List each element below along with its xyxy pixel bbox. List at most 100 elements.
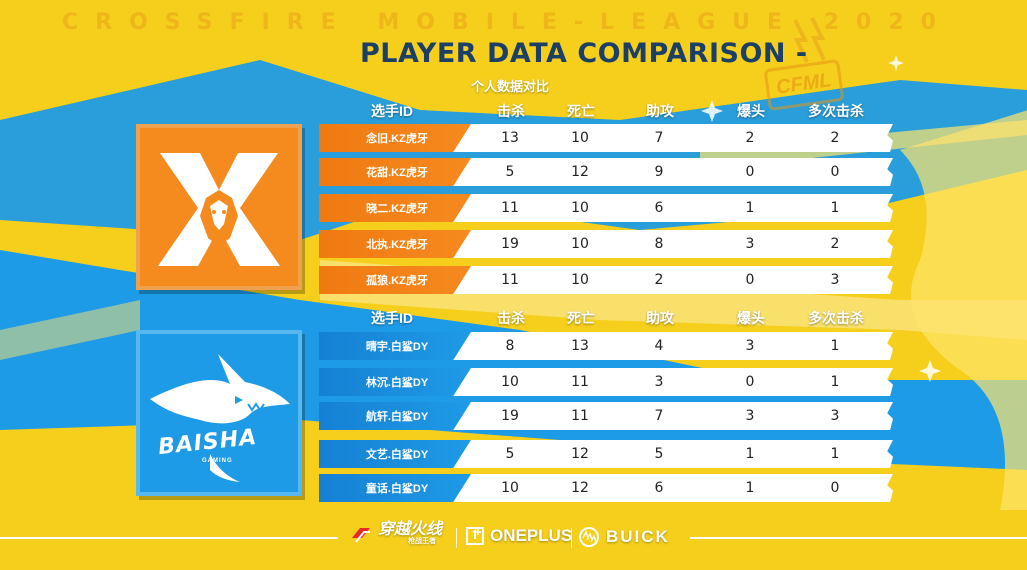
player-row: 航轩.白鲨DY 19 11 7 3 3: [319, 402, 893, 430]
player-row: 花甜.KZ虎牙 5 12 9 0 0: [319, 158, 893, 186]
baisha-logo-subtext: GAMING: [202, 458, 233, 464]
player-row: 晓二.KZ虎牙 11 10 6 1 1: [319, 194, 893, 222]
assists-cell: 8: [654, 236, 664, 252]
player-row: 童话.白鲨DY 10 12 6 1 0: [319, 474, 893, 502]
kills-cell: 10: [501, 480, 519, 496]
assists-cell: 5: [654, 446, 664, 462]
assists-cell: 9: [654, 164, 664, 180]
player-row: 北执.KZ虎牙 19 10 8 3 2: [319, 230, 893, 258]
headshots-cell: 1: [745, 480, 755, 496]
assists-cell: 7: [654, 408, 664, 424]
sponsor-divider-left: [0, 537, 338, 539]
baisha-column-headers: 选手ID 击杀 死亡 助攻 爆头 多次击杀: [320, 308, 900, 328]
multikills-cell: 3: [830, 272, 840, 288]
buick-sponsor-logo: BUICK: [578, 526, 670, 548]
sponsor-separator: [456, 528, 457, 548]
headshots-cell: 1: [745, 446, 755, 462]
column-header-kills: 击杀: [497, 103, 525, 119]
crossfire-sponsor-logo: 穿越火线 枪战王者: [350, 522, 442, 545]
baisha-team-logo: BAISHA GAMING: [136, 330, 302, 496]
column-header-headshots: 爆头: [737, 103, 765, 119]
assists-cell: 4: [654, 338, 664, 354]
deaths-cell: 12: [571, 480, 589, 496]
kills-cell: 5: [505, 446, 515, 462]
player-id: 孤狼.KZ虎牙: [323, 266, 471, 294]
column-header-kills: 击杀: [497, 310, 525, 326]
kills-cell: 19: [501, 408, 519, 424]
multikills-cell: 2: [830, 130, 840, 146]
player-id: 童话.白鲨DY: [323, 474, 471, 502]
assists-cell: 2: [654, 272, 664, 288]
headshots-cell: 3: [745, 408, 755, 424]
kills-cell: 11: [501, 200, 519, 216]
multikills-cell: 1: [830, 200, 840, 216]
column-header-assists: 助攻: [646, 310, 674, 326]
kz-column-headers: 选手ID 击杀 死亡 助攻 爆头 多次击杀: [320, 101, 900, 121]
player-row: 孤狼.KZ虎牙 11 10 2 0 3: [319, 266, 893, 294]
kills-cell: 11: [501, 272, 519, 288]
player-row: 晴宇.白鲨DY 8 13 4 3 1: [319, 332, 893, 360]
player-row: 文艺.白鲨DY 5 12 5 1 1: [319, 440, 893, 468]
headshots-cell: 0: [745, 164, 755, 180]
player-id: 晓二.KZ虎牙: [323, 194, 471, 222]
player-row: 念旧.KZ虎牙 13 10 7 2 2: [319, 124, 893, 152]
headshots-cell: 2: [745, 130, 755, 146]
crossfire-logo-subtext: 枪战王者: [408, 538, 436, 545]
multikills-cell: 1: [830, 374, 840, 390]
column-header-multikills: 多次击杀: [808, 310, 864, 326]
sponsor-bar: 穿越火线 枪战王者 ONEPLUS BUICK: [0, 522, 1027, 552]
deaths-cell: 10: [571, 236, 589, 252]
oneplus-logo-icon: [466, 527, 484, 545]
deaths-cell: 10: [571, 130, 589, 146]
deaths-cell: 10: [571, 200, 589, 216]
crossfire-logo-icon: [350, 524, 372, 544]
column-header-player-id: 选手ID: [371, 310, 413, 326]
column-header-multikills: 多次击杀: [808, 103, 864, 119]
kills-cell: 5: [505, 164, 515, 180]
crossfire-logo-text: 穿越火线: [378, 521, 443, 538]
league-watermark: CROSSFIRE MOBILE-LEAGUE 2020: [62, 10, 953, 35]
assists-cell: 6: [654, 200, 664, 216]
shark-logo-icon: [150, 354, 290, 482]
kills-cell: 10: [501, 374, 519, 390]
column-header-headshots: 爆头: [737, 310, 765, 326]
headshots-cell: 1: [745, 200, 755, 216]
kills-cell: 8: [505, 338, 515, 354]
headshots-cell: 3: [745, 236, 755, 252]
column-header-deaths: 死亡: [567, 103, 595, 119]
headshots-cell: 3: [745, 338, 755, 354]
deaths-cell: 11: [571, 408, 589, 424]
player-id: 林沉.白鲨DY: [323, 368, 471, 396]
assists-cell: 7: [654, 130, 664, 146]
deaths-cell: 10: [571, 272, 589, 288]
headshots-cell: 0: [745, 374, 755, 390]
oneplus-logo-text: ONEPLUS: [490, 526, 573, 545]
kz-x-dragon-icon: [158, 153, 280, 266]
multikills-cell: 2: [830, 236, 840, 252]
column-header-assists: 助攻: [646, 103, 674, 119]
player-id: 北执.KZ虎牙: [323, 230, 471, 258]
player-id: 花甜.KZ虎牙: [323, 158, 471, 186]
multikills-cell: 1: [830, 446, 840, 462]
column-header-deaths: 死亡: [567, 310, 595, 326]
buick-logo-icon: [578, 526, 600, 548]
player-id: 念旧.KZ虎牙: [323, 124, 471, 152]
column-header-player-id: 选手ID: [371, 103, 413, 119]
oneplus-sponsor-logo: ONEPLUS: [466, 526, 572, 546]
multikills-cell: 1: [830, 338, 840, 354]
player-row: 林沉.白鲨DY 10 11 3 0 1: [319, 368, 893, 396]
page-subtitle: 个人数据对比: [471, 79, 550, 94]
buick-logo-text: BUICK: [606, 527, 670, 546]
player-id: 航轩.白鲨DY: [323, 402, 471, 430]
kills-cell: 13: [501, 130, 519, 146]
deaths-cell: 12: [571, 164, 589, 180]
headshots-cell: 0: [745, 272, 755, 288]
multikills-cell: 0: [830, 164, 840, 180]
kz-team-logo: [136, 124, 302, 290]
deaths-cell: 13: [571, 338, 589, 354]
deaths-cell: 11: [571, 374, 589, 390]
assists-cell: 6: [654, 480, 664, 496]
multikills-cell: 0: [830, 480, 840, 496]
player-id: 晴宇.白鲨DY: [323, 332, 471, 360]
player-id: 文艺.白鲨DY: [323, 440, 471, 468]
